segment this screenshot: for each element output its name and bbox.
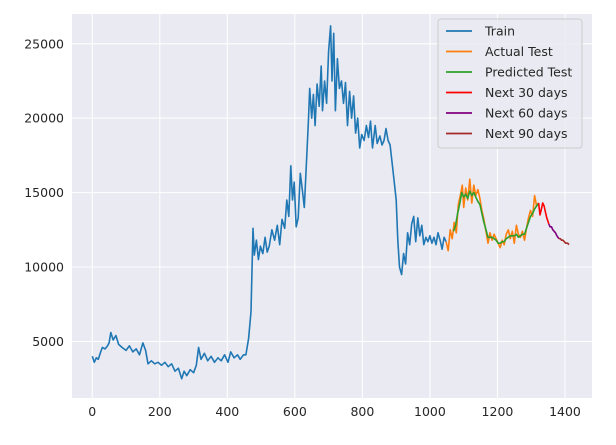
series-line-next-60-days [548,223,560,240]
legend-label-train: Train [484,24,515,39]
series-line-predicted-test [452,190,540,244]
x-tick-label: 800 [350,404,374,419]
legend-label-next-90-days: Next 90 days [485,126,567,141]
x-tick-label: 200 [148,404,172,419]
series-layer [91,25,570,380]
x-tick-label: 0 [88,404,96,419]
y-tick-label: 10000 [24,260,64,275]
y-tick-label: 5000 [32,334,64,349]
y-tick-label: 15000 [24,185,64,200]
series-line-train [91,25,447,380]
legend-label-next-60-days: Next 60 days [485,106,567,121]
y-tick-label: 20000 [24,111,64,126]
legend-label-next-30-days: Next 30 days [485,85,567,100]
axis-ticks: 0 200 400 600 800 1000 1200 1400 5000 10000 15000 2… [24,36,581,419]
x-tick-label: 600 [283,404,307,419]
series-line-next-30-days [537,202,550,225]
legend-box [437,18,583,149]
legend-label-actual-test: Actual Test [485,44,553,59]
x-tick-label: 1400 [549,404,581,419]
x-tick-label: 1200 [482,404,514,419]
series-line-next-90-days [558,237,570,246]
legend-label-predicted-test: Predicted Test [485,65,572,80]
x-tick-label: 400 [215,404,239,419]
y-tick-label: 25000 [24,36,64,51]
legend: Train Actual Test Predicted Test Next 30 da… [437,18,583,149]
x-tick-label: 1000 [414,404,446,419]
